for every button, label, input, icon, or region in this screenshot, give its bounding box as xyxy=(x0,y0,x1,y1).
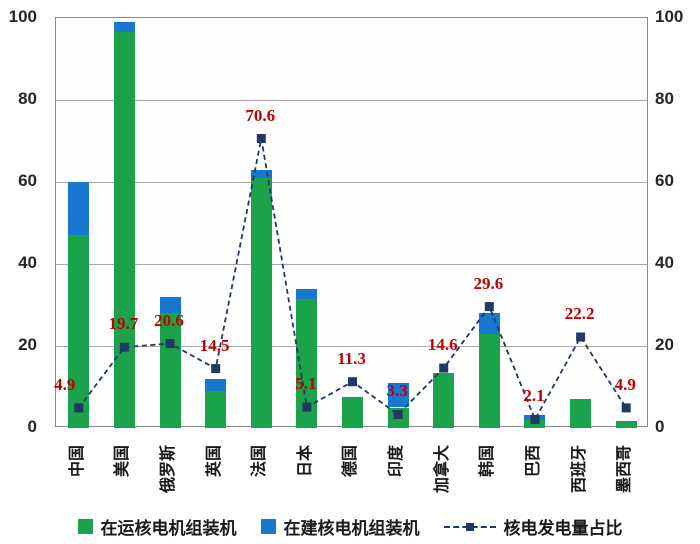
share-marker-中国 xyxy=(74,403,84,413)
x-label-法国: 法国 xyxy=(251,445,269,478)
bar-operating-加拿大 xyxy=(433,372,455,428)
data-label-日本: 5.1 xyxy=(295,374,317,394)
data-label-法国: 70.6 xyxy=(245,105,276,125)
bar-operating-俄罗斯 xyxy=(159,313,181,428)
data-label-美国: 19.7 xyxy=(108,314,139,334)
gridline-60 xyxy=(56,182,647,183)
under-construction-series-swatch-icon xyxy=(260,518,276,534)
legend-label-operating: 在运核电机组装机 xyxy=(100,518,237,538)
bar-under-construction-印度 xyxy=(387,382,409,408)
y-axis-left-tick-20: 20 xyxy=(18,335,37,354)
share-marker-墨西哥 xyxy=(621,403,631,413)
y-axis-right-tick-80: 80 xyxy=(655,89,674,108)
legend-label-under-construction: 在建核电机组装机 xyxy=(283,518,420,538)
share-marker-德国 xyxy=(348,377,357,387)
dashed-line-marker-icon xyxy=(443,519,496,534)
x-label-加拿大: 加拿大 xyxy=(433,445,451,494)
y-axis-right-tick-60: 60 xyxy=(655,171,674,190)
share-marker-美国 xyxy=(119,342,129,352)
x-label-韩国: 韩国 xyxy=(479,445,497,478)
data-label-韩国: 29.6 xyxy=(473,273,504,293)
square-marker-icon xyxy=(465,522,474,531)
share-line-series xyxy=(74,134,631,424)
y-axis-right-tick-0: 0 xyxy=(655,417,665,436)
y-axis-left-tick-60: 60 xyxy=(18,171,37,190)
gridline-80 xyxy=(56,100,647,101)
legend-label-share: 核电发电量占比 xyxy=(503,518,623,538)
x-label-西班牙: 西班牙 xyxy=(570,445,588,494)
share-marker-印度 xyxy=(393,410,403,419)
y-axis-left-tick-80: 80 xyxy=(18,89,37,108)
share-marker-巴西 xyxy=(530,414,540,424)
data-label-中国: 4.9 xyxy=(54,374,76,394)
bar-operating-西班牙 xyxy=(570,399,592,428)
legend-item-operating: 在运核电机组装机 xyxy=(77,514,237,539)
bar-operating-法国 xyxy=(250,177,272,428)
legend-item-under-construction: 在建核电机组装机 xyxy=(260,514,420,539)
x-label-英国: 英国 xyxy=(205,445,223,478)
data-label-德国: 11.3 xyxy=(337,348,366,368)
data-label-西班牙: 22.2 xyxy=(564,303,595,323)
operating-series-swatch-icon xyxy=(77,518,93,534)
bar-under-construction-俄罗斯 xyxy=(159,296,181,314)
bar-operating-韩国 xyxy=(478,333,500,428)
share-marker-加拿大 xyxy=(439,363,449,373)
y-axis-right: 0 20 40 60 80 100 xyxy=(655,0,700,544)
bar-under-construction-日本 xyxy=(296,288,318,299)
bar-operating-美国 xyxy=(113,32,135,428)
share-marker-法国 xyxy=(256,134,266,143)
y-axis-left-tick-40: 40 xyxy=(18,253,37,272)
bar-operating-中国 xyxy=(68,235,90,428)
data-label-墨西哥: 4.9 xyxy=(614,374,636,394)
bar-under-construction-英国 xyxy=(205,378,227,392)
x-label-印度: 印度 xyxy=(388,445,406,478)
share-marker-韩国 xyxy=(484,302,494,312)
x-label-日本: 日本 xyxy=(296,445,314,478)
x-label-墨西哥: 墨西哥 xyxy=(616,445,634,494)
x-label-俄罗斯: 俄罗斯 xyxy=(160,445,178,494)
gridline-20 xyxy=(56,346,647,347)
bar-under-construction-美国 xyxy=(113,22,135,33)
bar-operating-墨西哥 xyxy=(615,421,637,428)
x-label-中国: 中国 xyxy=(68,445,86,478)
share-marker-俄罗斯 xyxy=(165,339,175,348)
bar-operating-日本 xyxy=(296,298,318,428)
data-label-印度: 3.3 xyxy=(386,381,408,401)
x-label-美国: 美国 xyxy=(114,445,132,478)
data-label-俄罗斯: 20.6 xyxy=(154,310,184,330)
legend: 在运核电机组装机 在建核电机组装机 核电发电量占比 xyxy=(0,511,700,541)
y-axis-left-tick-100: 100 xyxy=(8,7,37,26)
legend-item-share-line: 核电发电量占比 xyxy=(443,514,623,539)
x-label-德国: 德国 xyxy=(342,445,360,478)
bar-operating-巴西 xyxy=(524,420,546,428)
data-label-英国: 14.5 xyxy=(199,335,230,355)
share-marker-英国 xyxy=(211,364,221,374)
share-marker-西班牙 xyxy=(576,332,586,342)
bar-under-construction-法国 xyxy=(250,169,272,178)
share-marker-日本 xyxy=(302,402,312,412)
data-label-加拿大: 14.6 xyxy=(427,335,458,355)
data-label-巴西: 2.1 xyxy=(523,386,545,406)
y-axis-right-tick-40: 40 xyxy=(655,253,674,272)
bar-operating-英国 xyxy=(205,391,227,428)
gridline-40 xyxy=(56,264,647,265)
y-axis-left-tick-0: 0 xyxy=(27,417,37,436)
y-axis-left: 0 20 40 60 80 100 xyxy=(0,0,46,544)
y-axis-right-tick-100: 100 xyxy=(655,7,684,26)
x-label-巴西: 巴西 xyxy=(524,445,542,478)
bar-operating-德国 xyxy=(342,397,363,428)
y-axis-right-tick-20: 20 xyxy=(655,335,674,354)
bar-under-construction-中国 xyxy=(68,182,90,236)
plot-area xyxy=(55,17,648,428)
